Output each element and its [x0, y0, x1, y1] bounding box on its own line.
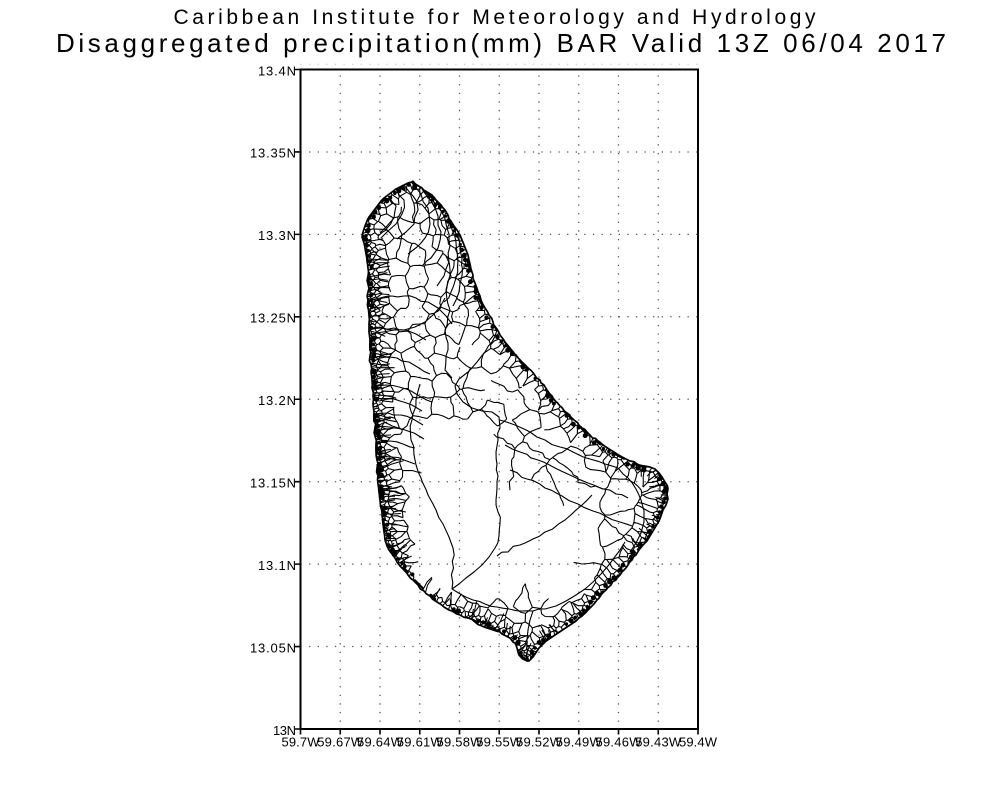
svg-text:13.2N: 13.2N	[258, 393, 296, 408]
svg-text:59.46W: 59.46W	[596, 735, 643, 750]
svg-text:59.52W: 59.52W	[516, 735, 563, 750]
svg-text:59.61W: 59.61W	[397, 735, 444, 750]
svg-text:59.7W: 59.7W	[282, 735, 321, 750]
svg-text:59.49W: 59.49W	[556, 735, 603, 750]
svg-text:13.25N: 13.25N	[250, 311, 296, 326]
svg-text:Disaggregated precipitation(mm: Disaggregated precipitation(mm) BAR Vali…	[56, 28, 946, 58]
svg-text:13.1N: 13.1N	[258, 558, 296, 573]
svg-text:59.64W: 59.64W	[357, 735, 404, 750]
svg-text:59.67W: 59.67W	[317, 735, 364, 750]
svg-text:13N: 13N	[273, 723, 296, 738]
svg-text:59.55W: 59.55W	[476, 735, 523, 750]
svg-text:59.4W: 59.4W	[679, 735, 718, 750]
svg-text:59.58W: 59.58W	[437, 735, 484, 750]
svg-text:13.3N: 13.3N	[258, 228, 296, 243]
svg-text:59.43W: 59.43W	[635, 735, 682, 750]
svg-text:13.15N: 13.15N	[250, 476, 296, 491]
svg-text:13.05N: 13.05N	[250, 640, 296, 655]
svg-text:13.4N: 13.4N	[258, 63, 296, 78]
svg-text:13.35N: 13.35N	[250, 146, 296, 161]
